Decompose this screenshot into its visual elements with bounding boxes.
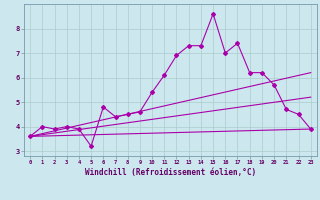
X-axis label: Windchill (Refroidissement éolien,°C): Windchill (Refroidissement éolien,°C): [85, 168, 256, 177]
